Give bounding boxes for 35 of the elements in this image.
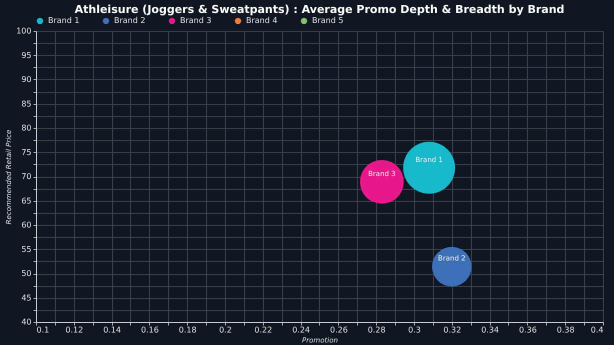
y-tick-label: 50 bbox=[21, 269, 32, 278]
chart-title: Athleisure (Joggers & Sweatpants) : Average Promo Depth & Breadth by Brand bbox=[74, 3, 564, 16]
x-tick-label: 0.2 bbox=[219, 326, 232, 334]
x-tick-label: 0.34 bbox=[481, 326, 500, 334]
x-tick-label: 0.3 bbox=[408, 326, 421, 334]
x-tick-label: 0.36 bbox=[518, 326, 537, 334]
x-tick-label: 0.14 bbox=[103, 326, 122, 334]
legend-label: Brand 1 bbox=[48, 16, 80, 25]
x-tick-label: 0.24 bbox=[292, 326, 310, 334]
x-tick-label: 0.32 bbox=[443, 326, 462, 334]
legend-label: Brand 4 bbox=[246, 16, 278, 25]
x-tick-label: 0.1 bbox=[36, 326, 50, 334]
y-tick-label: 70 bbox=[21, 172, 32, 181]
legend-label: Brand 2 bbox=[114, 16, 146, 25]
y-tick-label: 75 bbox=[21, 148, 32, 157]
y-tick-label: 95 bbox=[21, 50, 32, 60]
x-tick-label: 0.12 bbox=[65, 326, 84, 334]
legend-label: Brand 5 bbox=[312, 16, 344, 25]
y-tick-label: 60 bbox=[21, 220, 32, 230]
y-tick-label: 100 bbox=[16, 26, 32, 36]
y-tick-label: 90 bbox=[21, 75, 32, 84]
y-tick-label: 45 bbox=[21, 293, 32, 302]
y-tick-label: 55 bbox=[21, 244, 32, 254]
x-tick-label: 0.22 bbox=[254, 326, 272, 334]
y-tick-label: 65 bbox=[21, 196, 32, 206]
y-tick-label: 85 bbox=[21, 99, 32, 108]
x-tick-label: 0.38 bbox=[556, 326, 575, 334]
x-tick-label: 0.18 bbox=[178, 326, 197, 334]
x-tick-label: 0.26 bbox=[330, 326, 348, 334]
legend-label: Brand 3 bbox=[180, 16, 212, 25]
x-tick-label: 0.4 bbox=[590, 326, 604, 334]
x-tick-label: 0.28 bbox=[368, 326, 386, 334]
y-tick-label: 80 bbox=[21, 124, 32, 132]
x-tick-label: 0.16 bbox=[140, 326, 159, 334]
y-tick-label: 40 bbox=[21, 318, 32, 326]
